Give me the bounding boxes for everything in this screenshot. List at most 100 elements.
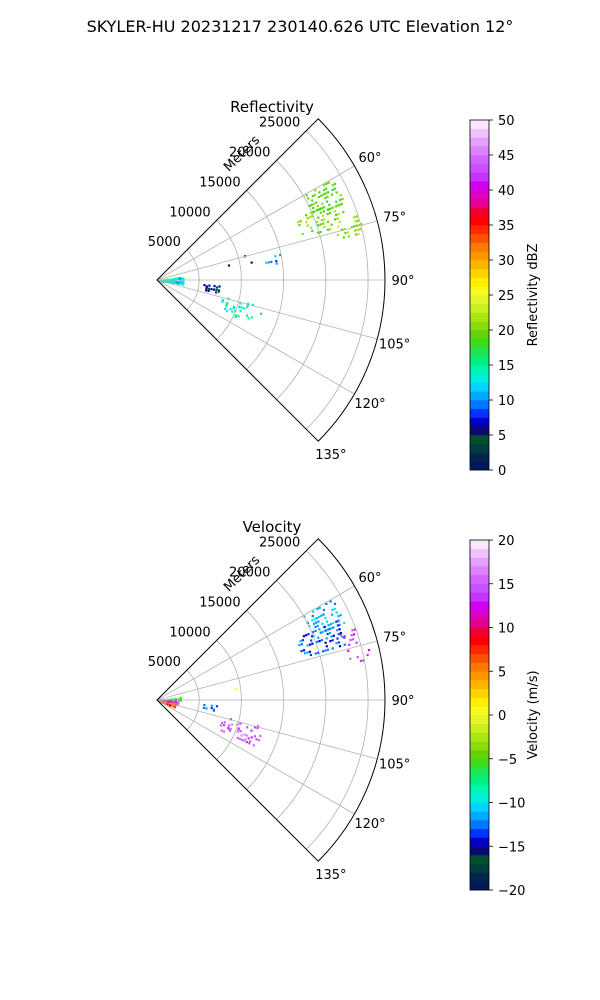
echo-gate <box>316 640 319 643</box>
echo-gate <box>325 187 328 190</box>
echo-gate <box>305 194 308 197</box>
colorbar-swatch <box>470 820 489 830</box>
echo-gate <box>319 211 322 214</box>
colorbar-swatch <box>470 365 489 375</box>
colorbar-tick-label: −20 <box>498 884 525 899</box>
colorbar-swatch <box>470 146 489 156</box>
colorbar-tick-label: 45 <box>498 149 515 164</box>
colorbar-swatch <box>470 242 489 252</box>
echo-gate <box>312 634 315 637</box>
echo-gate <box>325 602 328 606</box>
echo-gate <box>347 235 350 238</box>
echo-gate <box>321 202 324 205</box>
echo-gate <box>309 653 312 657</box>
colorbar-swatch <box>470 347 489 357</box>
echo-gate <box>359 659 363 662</box>
echo-gate <box>317 636 320 639</box>
colorbar-swatch <box>470 855 489 865</box>
echo-gate <box>319 223 322 226</box>
echo-gate <box>254 726 257 729</box>
echo-gate <box>218 285 221 288</box>
velocity-colorbar: −20 −15 −10 −5 0 5 10 15 20 Velocity (m/s) <box>469 534 541 899</box>
colorbar-swatch <box>470 583 489 593</box>
colorbar-swatch <box>470 155 489 165</box>
echo-gate <box>355 233 358 236</box>
echo-gate <box>302 635 305 638</box>
colorbar-swatch <box>470 758 489 768</box>
echo-gate <box>324 617 327 620</box>
colorbar-swatch <box>470 163 489 173</box>
colorbar-swatch <box>470 417 489 427</box>
colorbar-tick-label: 0 <box>498 709 506 724</box>
echo-gate <box>336 233 340 236</box>
echo-gate <box>246 726 249 729</box>
echo-gate <box>328 203 331 206</box>
echo-gate <box>302 649 306 652</box>
echo-gate <box>357 232 360 236</box>
echo-gate <box>320 639 323 642</box>
echo-gate <box>270 260 273 263</box>
colorbar-swatch <box>470 400 489 410</box>
echo-gate <box>246 304 249 307</box>
colorbar-swatch <box>470 120 489 130</box>
echo-gate <box>229 728 232 731</box>
echo-gate <box>339 632 342 635</box>
echo-gate <box>339 194 342 197</box>
echo-gate <box>275 262 278 265</box>
echo-gate <box>164 280 167 283</box>
colorbar-swatch <box>470 321 489 331</box>
echo-gate <box>318 606 321 609</box>
echo-gate <box>325 629 328 632</box>
colorbar-swatch <box>470 636 489 646</box>
echo-gate <box>322 608 325 612</box>
echo-gate <box>221 299 224 302</box>
colorbar-swatch <box>470 566 489 576</box>
range-tick-label: 20000 <box>229 146 270 161</box>
echo-gate <box>353 628 356 631</box>
echo-gate <box>179 699 182 702</box>
reflectivity-colorbar: 0 5 10 15 20 25 30 35 40 45 50 Reflectivity dBZ <box>469 114 541 479</box>
echo-gate <box>331 613 334 616</box>
figure-suptitle: SKYLER-HU 20231217 230140.626 UTC Elevat… <box>87 17 514 36</box>
colorbar-swatch <box>470 356 489 366</box>
echo-gate <box>236 736 239 739</box>
echo-gate <box>317 615 321 619</box>
echo-gate <box>330 635 333 638</box>
echo-gate <box>313 193 317 196</box>
echo-gate <box>237 727 240 730</box>
colorbar-tick-label: 0 <box>498 464 506 479</box>
echo-gate <box>220 729 223 732</box>
colorbar-swatch <box>470 863 489 873</box>
echo-gate <box>333 187 336 190</box>
colorbar-tick-label: 40 <box>498 184 515 199</box>
echo-gate <box>324 192 327 195</box>
echo-gate <box>172 279 175 282</box>
echo-gate <box>325 620 329 623</box>
echo-gate <box>307 633 310 636</box>
echo-gate <box>228 729 231 732</box>
echo-gate <box>313 618 316 621</box>
echo-gate <box>342 236 345 239</box>
echo-gate <box>301 639 304 642</box>
echo-gate <box>250 736 253 739</box>
colorbar-swatch <box>470 233 489 243</box>
reflectivity-echoes <box>159 181 363 320</box>
colorbar-swatch <box>470 688 489 698</box>
echo-gate <box>343 636 346 639</box>
echo-gate <box>338 203 341 206</box>
echo-gate <box>164 279 167 282</box>
colorbar-swatch <box>470 128 489 138</box>
echo-gate <box>243 307 246 310</box>
colorbar-swatch <box>470 785 489 795</box>
colorbar-tick-label: 5 <box>498 665 506 680</box>
echo-gate <box>323 625 326 628</box>
echo-gate <box>321 650 325 653</box>
echo-gate <box>333 182 337 185</box>
colorbar-swatch <box>470 697 489 707</box>
echo-gate <box>331 647 334 650</box>
echo-gate <box>332 622 335 625</box>
echo-gate <box>234 315 237 318</box>
echo-gate <box>227 297 230 300</box>
echo-gate <box>305 634 308 637</box>
echo-gate <box>239 722 242 725</box>
